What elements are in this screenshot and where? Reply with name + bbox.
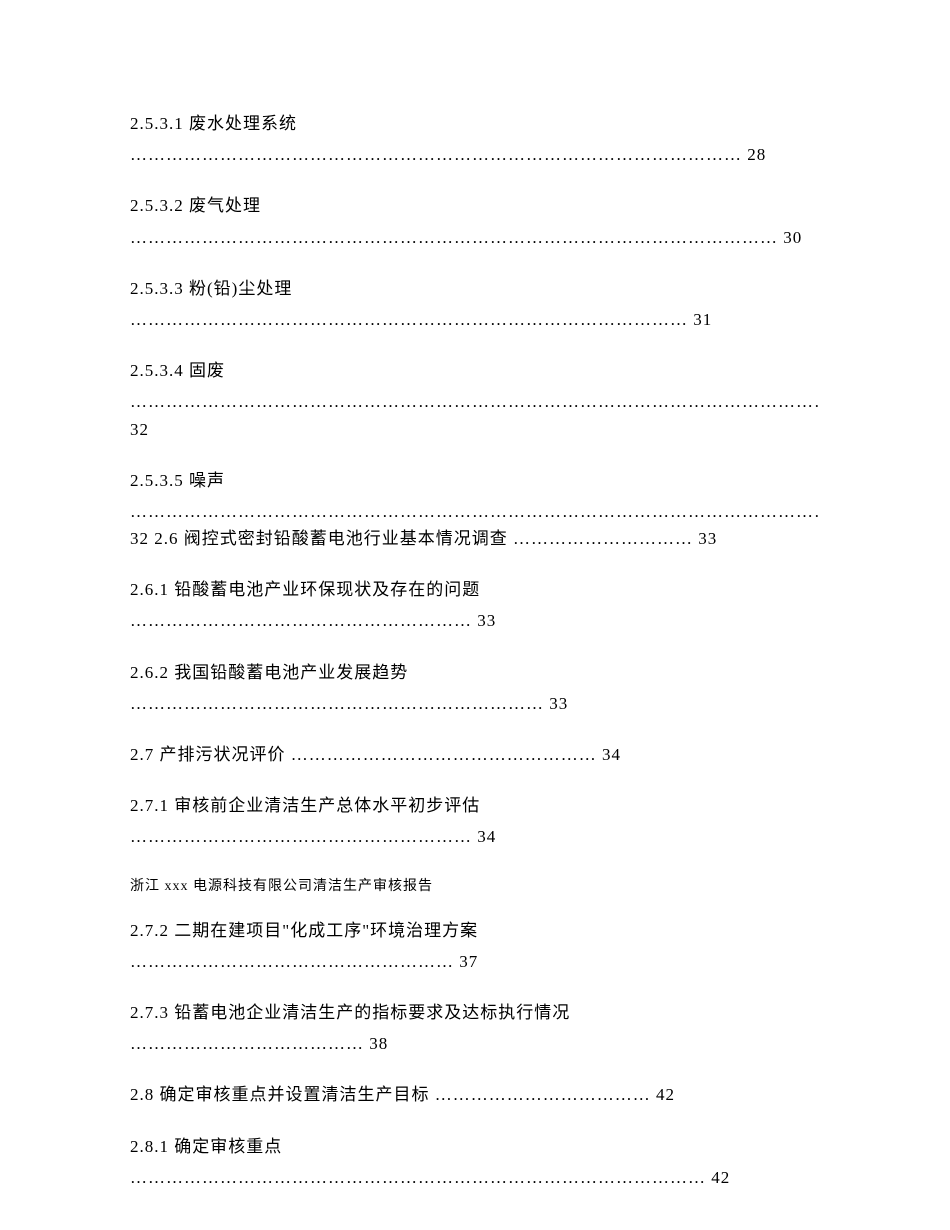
toc-inline-entry: 2.7 产排污状况评价 …………………………………………… 34 (130, 741, 820, 768)
toc-inline-entry: 2.8 确定审核重点并设置清洁生产目标 ……………………………… 42 (130, 1081, 820, 1108)
toc-leader: ………………………………………………………………………………… 31 (130, 306, 820, 333)
toc-leader: ……………………………………………… 37 (130, 948, 820, 975)
page-footer-text: 浙江 xxx 电源科技有限公司清洁生产审核报告 (130, 875, 820, 895)
toc-title: 2.7.2 二期在建项目"化成工序"环境治理方案 (130, 917, 820, 944)
toc-entry: 2.5.3.4 固废 ……………………………………………………………………………… (130, 357, 820, 443)
toc-entry: 2.8.1 确定审核重点 ………………………………………………………………………… (130, 1133, 820, 1191)
toc-leader: ……………………………………………………………………………………………… 30 (130, 224, 820, 251)
toc-leader: ……………………………………………………………………………………………………… … (130, 498, 820, 552)
toc-title: 2.7.3 铅蓄电池企业清洁生产的指标要求及达标执行情况 (130, 999, 820, 1026)
toc-entry: 2.6.2 我国铅酸蓄电池产业发展趋势 ……………………………………………………… (130, 659, 820, 717)
toc-leader: ……………………………………………………………………………………………………… … (130, 388, 820, 442)
toc-container: 2.5.3.1 废水处理系统 …………………………………………………………………… (130, 110, 820, 1191)
toc-entry: 2.7.2 二期在建项目"化成工序"环境治理方案 ………………………………………… (130, 917, 820, 975)
toc-entry: 2.5.3.2 废气处理 ………………………………………………………………………… (130, 192, 820, 250)
toc-title: 2.7.1 审核前企业清洁生产总体水平初步评估 (130, 792, 820, 819)
toc-title: 2.8.1 确定审核重点 (130, 1133, 820, 1160)
toc-leader: …………………………………………………………………………………… 42 (130, 1164, 820, 1191)
toc-entry: 2.5.3.3 粉(铅)尘处理 ………………………………………………………………… (130, 275, 820, 333)
toc-title: 2.6.1 铅酸蓄电池产业环保现状及存在的问题 (130, 576, 820, 603)
toc-leader: ………………………………… 38 (130, 1030, 820, 1057)
toc-leader: …………………………………………………………… 33 (130, 690, 820, 717)
toc-leader: ………………………………………………………………………………………… 28 (130, 141, 820, 168)
toc-title: 2.5.3.2 废气处理 (130, 192, 820, 219)
toc-entry: 2.7.3 铅蓄电池企业清洁生产的指标要求及达标执行情况 ……………………………… (130, 999, 820, 1057)
toc-title: 2.5.3.4 固废 (130, 357, 820, 384)
toc-entry: 2.5.3.1 废水处理系统 …………………………………………………………………… (130, 110, 820, 168)
toc-leader: ………………………………………………… 34 (130, 823, 820, 850)
toc-entry: 2.5.3.5 噪声 ……………………………………………………………………………… (130, 467, 820, 553)
toc-leader: ………………………………………………… 33 (130, 607, 820, 634)
toc-title: 2.6.2 我国铅酸蓄电池产业发展趋势 (130, 659, 820, 686)
toc-title: 2.5.3.1 废水处理系统 (130, 110, 820, 137)
toc-entry: 2.6.1 铅酸蓄电池产业环保现状及存在的问题 …………………………………………… (130, 576, 820, 634)
toc-entry: 2.7.1 审核前企业清洁生产总体水平初步评估 …………………………………………… (130, 792, 820, 850)
toc-title: 2.5.3.3 粉(铅)尘处理 (130, 275, 820, 302)
toc-title: 2.5.3.5 噪声 (130, 467, 820, 494)
